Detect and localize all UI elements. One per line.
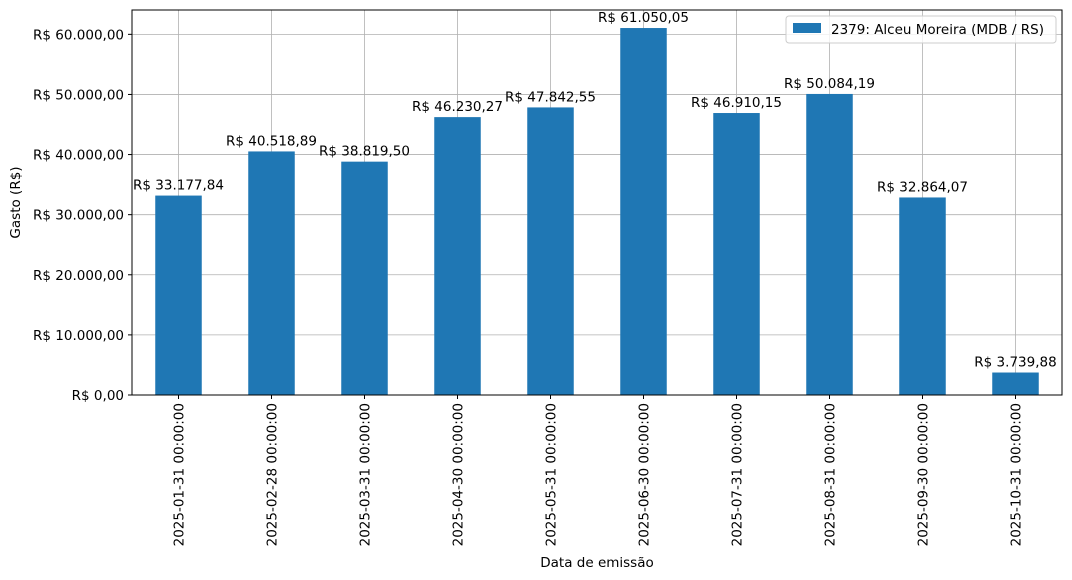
bar — [620, 28, 667, 396]
bars — [155, 28, 1039, 396]
legend-box — [785, 15, 1057, 44]
x-tick-label: 2025-08-31 00:00:00 — [823, 403, 839, 546]
y-tick-label: R$ 0,00 — [72, 388, 124, 404]
bar — [248, 151, 295, 395]
x-tick-label: 2025-02-28 00:00:00 — [265, 403, 281, 546]
bar-value-label: R$ 50.084,19 — [784, 76, 875, 92]
bar-value-label: R$ 61.050,05 — [598, 10, 689, 26]
bar-value-label: R$ 38.819,50 — [319, 144, 410, 160]
y-tick-label: R$ 40.000,00 — [33, 148, 124, 164]
y-axis-ticks: R$ 0,00 R$ 10.000,00 R$ 20.000,00 R$ 30.000… — [33, 27, 132, 404]
bar — [434, 117, 481, 395]
x-tick-label: 2025-09-30 00:00:00 — [916, 403, 932, 546]
x-axis-ticks: 2025-01-31 00:00:00 2025-02-28 00:00:00 20… — [172, 395, 1025, 546]
bar — [992, 372, 1039, 395]
bar-value-label: R$ 3.739,88 — [974, 355, 1056, 371]
bar — [899, 197, 946, 395]
plot-frame — [131, 9, 1063, 396]
bar — [713, 113, 760, 395]
bar-value-label: R$ 40.518,89 — [226, 133, 317, 149]
bar-value-label: R$ 46.230,27 — [412, 99, 503, 115]
data-labels: R$ 33.177,84 R$ 40.518,89R$ 38.819,50 R$ 4… — [133, 10, 1057, 370]
x-tick-label: 2025-07-31 00:00:00 — [730, 403, 746, 546]
bar-value-label: R$ 33.177,84 — [133, 178, 224, 194]
y-tick-label: R$ 50.000,00 — [33, 87, 124, 103]
y-tick-label: R$ 60.000,00 — [33, 27, 124, 43]
x-tick-label: 2025-10-31 00:00:00 — [1009, 403, 1025, 546]
x-tick-label: 2025-04-30 00:00:00 — [451, 403, 467, 546]
y-axis-label: Gasto (R$) — [8, 166, 24, 238]
y-tick-label: R$ 20.000,00 — [33, 268, 124, 284]
bar-value-label: R$ 46.910,15 — [691, 95, 782, 111]
x-tick-label: 2025-01-31 00:00:00 — [172, 403, 188, 546]
bar-value-label: R$ 47.842,55 — [505, 89, 596, 105]
y-tick-label: R$ 10.000,00 — [33, 328, 124, 344]
bar — [155, 195, 202, 395]
bar-value-label: R$ 32.864,07 — [877, 179, 968, 195]
x-tick-label: 2025-03-31 00:00:00 — [358, 403, 374, 546]
legend: 2379: Alceu Moreira (MDB / RS) — [785, 15, 1057, 44]
legend-swatch — [793, 23, 821, 33]
bar — [341, 161, 388, 395]
bar — [527, 107, 574, 396]
x-tick-label: 2025-06-30 00:00:00 — [637, 403, 653, 546]
x-axis-label: Data de emissão — [540, 555, 654, 571]
x-tick-label: 2025-05-31 00:00:00 — [544, 403, 560, 546]
legend-label: 2379: Alceu Moreira (MDB / RS) — [831, 22, 1044, 38]
bar — [806, 93, 853, 395]
y-tick-label: R$ 30.000,00 — [33, 208, 124, 224]
